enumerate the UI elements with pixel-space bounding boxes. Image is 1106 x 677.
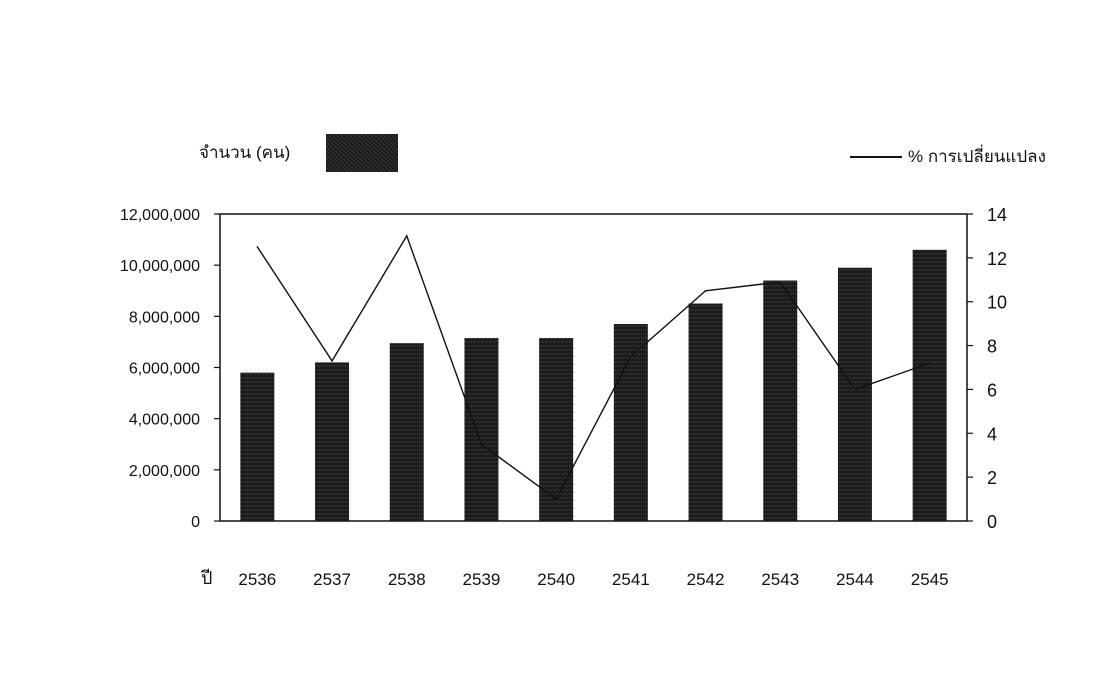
bar — [315, 362, 350, 521]
x-axis-tick-label: 2542 — [687, 570, 725, 589]
left-axis-tick-label: 2,000,000 — [129, 463, 200, 480]
right-axis-tick-label: 10 — [987, 293, 1007, 313]
x-axis-tick-label: 2543 — [761, 570, 799, 589]
bar — [912, 249, 947, 522]
line-point — [854, 388, 856, 391]
legend-line-label: % การเปลี่ยนแปลง — [908, 147, 1046, 166]
line-point — [630, 355, 632, 358]
bar — [688, 303, 723, 521]
bar — [837, 267, 872, 521]
bar — [240, 372, 275, 521]
right-axis-tick-label: 4 — [987, 424, 997, 444]
line-series — [256, 234, 930, 501]
line-point — [331, 360, 333, 362]
bar — [613, 324, 648, 521]
right-axis-tick-label: 8 — [987, 337, 997, 357]
right-axis-tick-label: 0 — [987, 512, 997, 532]
right-axis-tick-label: 14 — [987, 205, 1007, 225]
x-axis-tick-label: 2544 — [836, 570, 874, 589]
x-axis-tick-label: 2537 — [313, 570, 351, 589]
bar — [464, 338, 499, 521]
line-point — [555, 498, 557, 500]
x-axis-tick-label: 2540 — [537, 570, 575, 589]
line-point — [405, 235, 408, 237]
line-point — [928, 362, 931, 364]
x-axis-tick-label: 2538 — [388, 570, 426, 589]
left-axis-tick-label: 4,000,000 — [129, 412, 200, 429]
line-point — [256, 246, 259, 248]
left-axis-tick-label: 10,000,000 — [120, 258, 200, 275]
x-axis-tick-label: 2545 — [911, 570, 949, 589]
legend-bar-label: จำนวน (คน) — [199, 143, 291, 162]
x-axis-tick-label: 2536 — [238, 570, 276, 589]
bar — [389, 343, 424, 521]
legend-bar-swatch — [326, 134, 398, 172]
bar — [763, 280, 798, 521]
left-axis-tick-label: 6,000,000 — [129, 361, 200, 378]
x-axis-tick-label: 2539 — [463, 570, 501, 589]
right-axis-tick-label: 6 — [987, 380, 997, 400]
left-axis-tick-label: 8,000,000 — [129, 309, 200, 326]
left-axis-tick-label: 12,000,000 — [120, 207, 200, 224]
line-point — [704, 289, 707, 292]
right-axis-tick-label: 12 — [987, 249, 1007, 269]
legend-line-swatch — [850, 156, 902, 158]
left-axis-tick-label: 0 — [191, 514, 200, 531]
x-axis-tick-label: 2541 — [612, 570, 650, 589]
x-axis-prefix: ปี — [201, 568, 213, 588]
line-point — [480, 443, 483, 446]
bar — [539, 338, 574, 521]
right-axis-tick-label: 2 — [987, 468, 997, 488]
line-point — [779, 281, 782, 283]
